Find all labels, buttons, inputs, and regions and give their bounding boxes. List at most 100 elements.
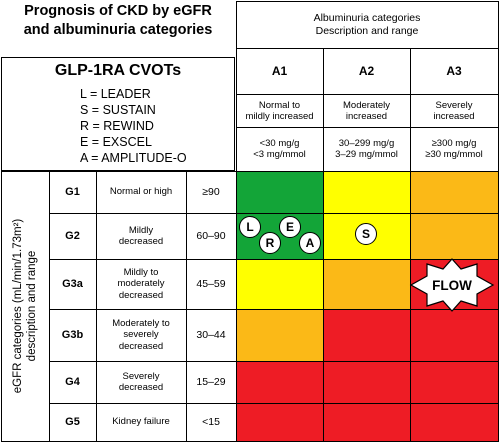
col-a2-desc: Moderately increased <box>323 94 410 127</box>
grid-row-top <box>1 171 499 172</box>
col-a2-desc-line1: Moderately <box>343 99 390 111</box>
flow-starburst <box>409 258 495 312</box>
row-g3b-desc: Moderately to severely decreased <box>96 309 186 361</box>
col-a3-range-line1: ≥300 mg/g <box>431 138 477 149</box>
row-g5-range: <15 <box>202 416 220 428</box>
risk-cell-g5-a1 <box>236 403 323 441</box>
col-a3-range: ≥300 mg/g ≥30 mg/mmol <box>410 127 498 171</box>
col-a3-range-line2: ≥30 mg/mmol <box>425 149 483 160</box>
marker-rewind: R <box>259 232 281 254</box>
col-a1-range-line2: <3 mg/mmol <box>253 149 306 160</box>
risk-cell-g1-a2 <box>323 171 410 213</box>
row-g5-label: G5 <box>65 416 80 428</box>
row-g3a-desc: Mildly to moderately decreased <box>96 259 186 309</box>
cvot-item-sustain: S = SUSTAIN <box>80 103 156 117</box>
col-a1-label: A1 <box>271 64 288 78</box>
cvot-item-leader: L = LEADER <box>80 87 151 101</box>
grid-row-3 <box>49 309 499 310</box>
grid-side-label-divider <box>49 171 50 442</box>
risk-cell-g3a-a2 <box>323 259 410 309</box>
col-a1-range: <30 mg/g <3 mg/mmol <box>236 127 323 171</box>
row-g1-desc-line1: Normal or high <box>109 186 173 198</box>
col-a2-desc-line2: increased <box>345 110 388 122</box>
figure-title: Prognosis of CKD by eGFR and albuminuria… <box>0 2 236 40</box>
figure-title-line1: Prognosis of CKD by eGFR <box>24 3 212 19</box>
row-g4-label: G4 <box>65 376 80 388</box>
col-a2-range-line1: 30–299 mg/g <box>338 138 395 149</box>
cvot-item-rewind: R = REWIND <box>80 119 154 133</box>
col-a3-desc-line1: Severely <box>435 99 473 111</box>
row-g5-desc-line1: Kidney failure <box>112 416 170 428</box>
grid-header-divider <box>236 48 499 49</box>
row-g3a-range: 45–59 <box>196 278 226 290</box>
grid-desc-range-divider <box>186 171 187 442</box>
cvot-legend-title: GLP-1RA CVOTs <box>54 62 182 79</box>
egfr-side-label: eGFR categories (mL/min/1.73m²) descript… <box>2 171 48 441</box>
row-g2-desc-line1: Mildly <box>128 224 154 236</box>
risk-cell-g2-a3 <box>410 213 498 259</box>
risk-cell-g4-a2 <box>323 361 410 403</box>
marker-exscel: E <box>279 216 301 238</box>
col-a3-desc: Severely increased <box>410 94 498 127</box>
cvot-item-exscel: E = EXSCEL <box>80 135 152 149</box>
col-a2-range-line2: 3–29 mg/mmol <box>335 149 398 160</box>
row-g1-label: G1 <box>65 186 80 198</box>
col-a1-desc-line2: mildly increased <box>245 110 314 122</box>
col-a3-desc-line2: increased <box>433 110 475 122</box>
risk-cell-g1-a3 <box>410 171 498 213</box>
risk-cell-g4-a3 <box>410 361 498 403</box>
albuminuria-header-line1: Albuminuria categories <box>313 12 421 24</box>
row-g1-range: ≥90 <box>202 186 220 198</box>
row-g3a-desc-line2: moderately <box>117 278 165 290</box>
risk-cell-g3b-a2 <box>323 309 410 361</box>
egfr-side-label-line1: eGFR categories (mL/min/1.73m²) <box>12 218 24 394</box>
row-g4-desc-line2: decreased <box>118 382 164 393</box>
figure-title-line2: and albuminuria categories <box>23 22 213 38</box>
row-g3b-desc-line2: severely <box>123 329 159 341</box>
albuminuria-header-line2: Description and range <box>315 25 419 37</box>
row-g4-desc-line1: Severely <box>122 370 160 382</box>
cvot-item-amplitude: A = AMPLITUDE-O <box>80 151 187 165</box>
grid-left-of-albuminuria <box>236 1 237 442</box>
grid-row-4 <box>49 361 499 362</box>
grid-bottom <box>1 441 499 442</box>
egfr-side-label-line2: description and range <box>26 250 38 362</box>
marker-leader: L <box>239 216 261 238</box>
row-g3b-label: G3b <box>61 329 84 341</box>
row-g2-desc-line2: decreased <box>118 236 164 247</box>
col-a1-range-line1: <30 mg/g <box>259 138 300 149</box>
risk-cell-g3a-a1 <box>236 259 323 309</box>
grid-label-divider <box>236 94 499 95</box>
col-a1-desc: Normal to mildly increased <box>236 94 323 127</box>
risk-cell-g3b-a1 <box>236 309 323 361</box>
grid-g-label-divider <box>96 171 97 442</box>
grid-right-edge <box>498 1 499 442</box>
grid-top-right <box>236 1 499 2</box>
row-g2-desc: Mildly decreased <box>96 213 186 259</box>
row-g3b-desc-line1: Moderately to <box>112 317 170 329</box>
grid-desc-divider <box>236 127 499 128</box>
row-g3a-desc-line1: Mildly to <box>123 266 159 278</box>
grid-col-a1-a2 <box>323 48 324 441</box>
row-g3b-desc-line3: decreased <box>118 340 164 352</box>
row-g1-desc: Normal or high <box>96 171 186 213</box>
cvot-legend: GLP-1RA CVOTs L = LEADER S = SUSTAIN R =… <box>1 57 235 171</box>
col-a2-range: 30–299 mg/g 3–29 mg/mmol <box>323 127 410 171</box>
risk-cell-g3b-a3 <box>410 309 498 361</box>
cvot-legend-list: L = LEADER S = SUSTAIN R = REWIND E = EX… <box>80 86 187 166</box>
marker-amplitude: A <box>299 232 321 254</box>
risk-cell-g1-a1 <box>236 171 323 213</box>
row-g4-desc: Severely decreased <box>96 361 186 403</box>
grid-row-1 <box>49 213 499 214</box>
row-g2-label: G2 <box>65 230 80 242</box>
grid-col-a2-a3 <box>410 48 411 441</box>
risk-cell-g4-a1 <box>236 361 323 403</box>
col-a2-label: A2 <box>358 64 375 78</box>
row-g2-range: 60–90 <box>196 230 226 242</box>
row-g3b-range: 30–44 <box>196 329 226 341</box>
row-g5-desc: Kidney failure <box>96 403 186 441</box>
grid-left-edge <box>1 171 2 442</box>
row-g3a-label: G3a <box>62 278 83 290</box>
marker-sustain: S <box>355 223 377 245</box>
col-a1-desc-line1: Normal to <box>258 99 301 111</box>
